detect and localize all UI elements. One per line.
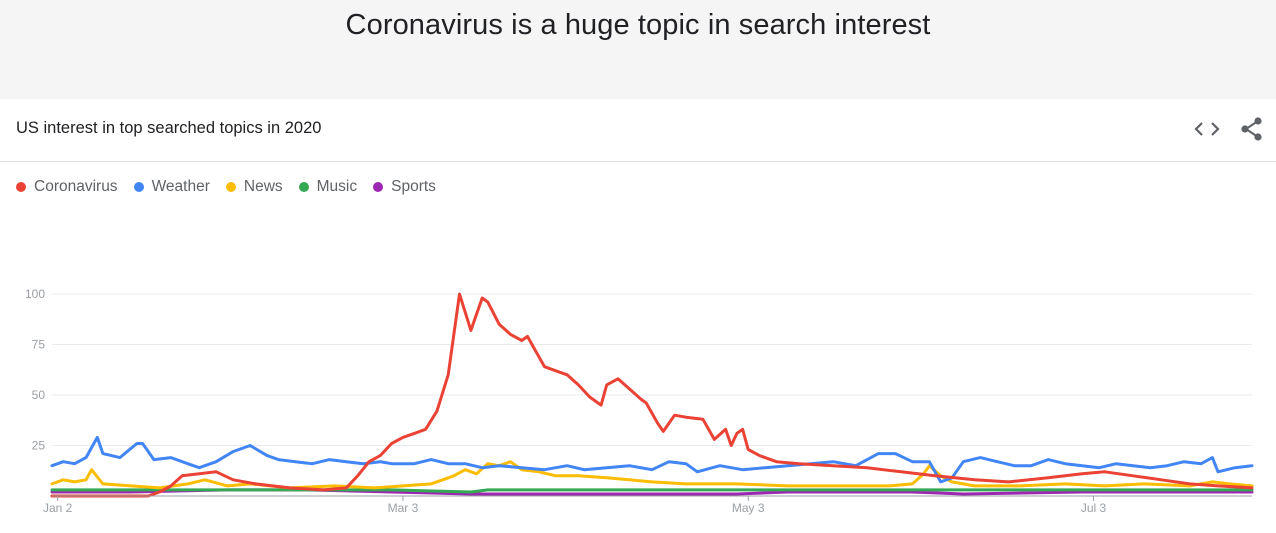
legend-item-music[interactable]: Music bbox=[298, 178, 358, 196]
legend-item-news[interactable]: News bbox=[225, 178, 283, 196]
series-line-news bbox=[50, 460, 1254, 490]
legend-label: Sports bbox=[391, 178, 436, 195]
y-tick-label: 100 bbox=[25, 287, 45, 301]
card-divider bbox=[0, 161, 1276, 162]
legend-label: Coronavirus bbox=[34, 178, 118, 195]
legend-label: Music bbox=[316, 178, 358, 195]
share-icon[interactable] bbox=[1238, 116, 1266, 142]
x-tick-label: Mar 3 bbox=[388, 501, 419, 515]
legend-label: Weather bbox=[151, 178, 210, 195]
x-tick-label: Jul 3 bbox=[1081, 501, 1107, 515]
card-title: US interest in top searched topics in 20… bbox=[16, 119, 322, 137]
header-band bbox=[0, 0, 1276, 99]
page-title: Coronavirus is a huge topic in search in… bbox=[345, 9, 931, 41]
series-line-coronavirus bbox=[50, 292, 1254, 498]
legend-item-coronavirus[interactable]: Coronavirus bbox=[16, 178, 118, 196]
legend-dot bbox=[225, 182, 236, 192]
code-brackets-icon[interactable] bbox=[1193, 117, 1221, 141]
legend-item-weather[interactable]: Weather bbox=[133, 178, 210, 196]
legend-dot bbox=[373, 182, 384, 192]
x-tick-label: May 3 bbox=[732, 501, 765, 515]
legend-item-sports[interactable]: Sports bbox=[373, 178, 436, 196]
legend-dot bbox=[16, 182, 26, 192]
series-line-weather bbox=[50, 435, 1254, 484]
x-tick-label: Jan 2 bbox=[43, 501, 73, 515]
y-tick-label: 50 bbox=[32, 388, 46, 402]
legend-label: News bbox=[243, 178, 283, 195]
y-tick-label: 75 bbox=[32, 338, 46, 352]
y-tick-label: 25 bbox=[32, 439, 46, 453]
legend-dot bbox=[133, 182, 144, 192]
legend-dot bbox=[298, 182, 309, 192]
chart-legend: Coronavirus Weather News Music Sports bbox=[16, 178, 452, 196]
